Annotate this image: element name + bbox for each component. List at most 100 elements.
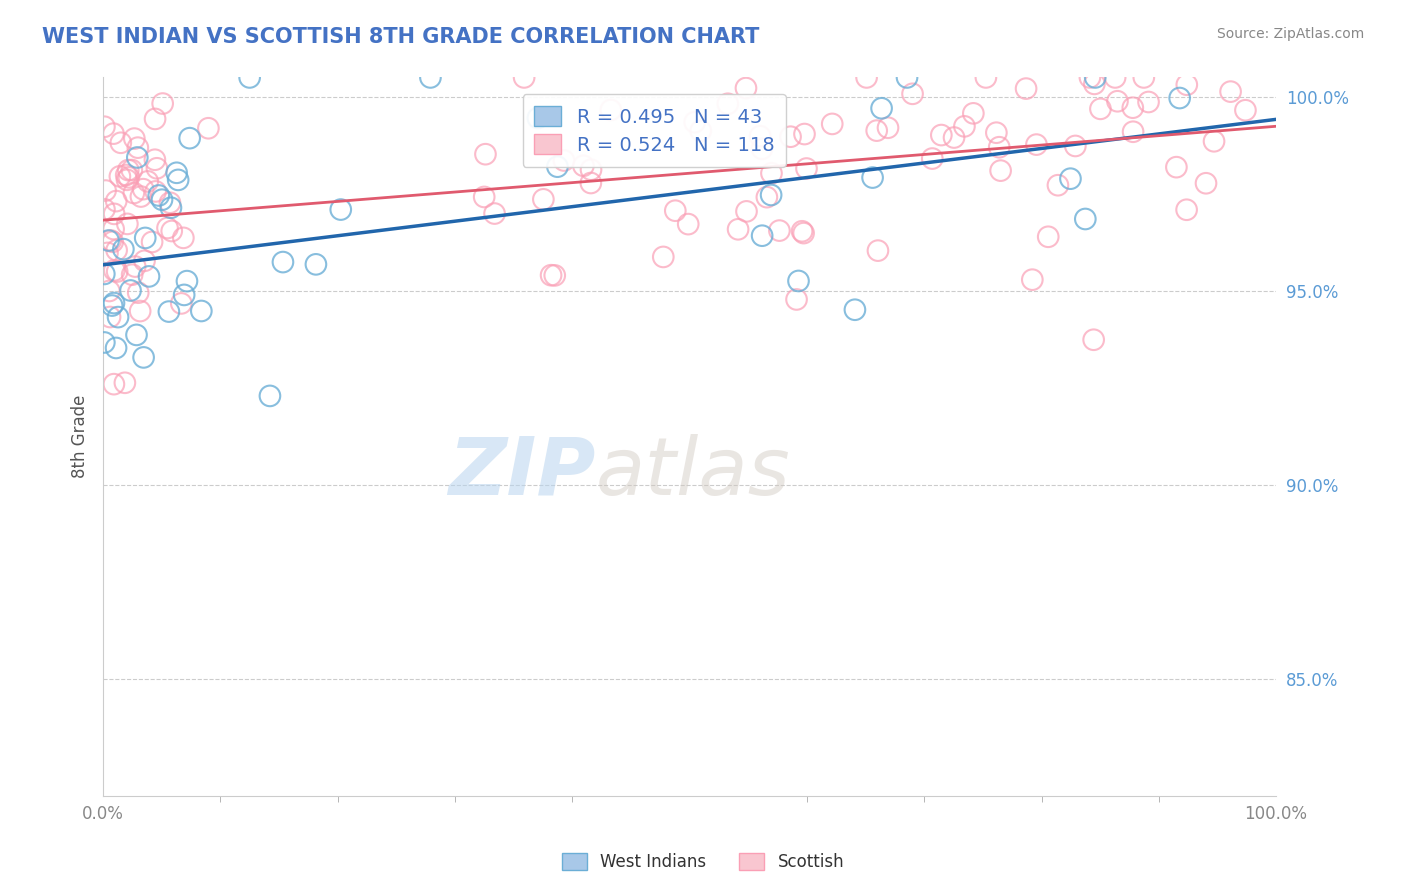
Point	[103, 127, 125, 141]
Point	[1025, 137, 1047, 152]
Point	[901, 87, 924, 101]
Point	[120, 284, 142, 298]
Point	[419, 70, 441, 85]
Point	[124, 260, 146, 274]
Point	[173, 288, 195, 302]
Point	[103, 296, 125, 310]
Point	[931, 128, 953, 142]
Point	[1021, 273, 1043, 287]
Point	[1122, 101, 1144, 115]
Point	[735, 204, 758, 219]
Point	[786, 293, 808, 307]
Point	[751, 228, 773, 243]
Point	[1083, 333, 1105, 347]
Point	[121, 268, 143, 282]
Point	[105, 341, 128, 355]
Point	[103, 207, 125, 221]
Point	[862, 170, 884, 185]
Point	[790, 224, 813, 238]
Point	[329, 202, 352, 217]
Point	[1038, 229, 1060, 244]
Point	[540, 268, 562, 283]
Point	[93, 120, 115, 134]
Point	[101, 299, 124, 313]
Point	[474, 147, 496, 161]
Point	[117, 217, 139, 231]
Point	[160, 224, 183, 238]
Point	[146, 161, 169, 176]
Point	[118, 170, 141, 185]
Point	[127, 151, 149, 165]
Point	[755, 190, 778, 204]
Point	[166, 166, 188, 180]
Point	[98, 284, 121, 298]
Point	[132, 351, 155, 365]
Point	[986, 126, 1008, 140]
Text: WEST INDIAN VS SCOTTISH 8TH GRADE CORRELATION CHART: WEST INDIAN VS SCOTTISH 8TH GRADE CORREL…	[42, 27, 759, 46]
Point	[259, 389, 281, 403]
Point	[664, 203, 686, 218]
Point	[759, 188, 782, 202]
Point	[768, 224, 790, 238]
Point	[1046, 178, 1069, 193]
Point	[990, 163, 1012, 178]
Point	[1133, 70, 1156, 85]
Point	[122, 186, 145, 200]
Point	[190, 304, 212, 318]
Point	[96, 246, 118, 260]
Point	[866, 123, 889, 137]
Point	[787, 274, 810, 288]
Point	[844, 302, 866, 317]
Point	[115, 173, 138, 187]
Point	[156, 221, 179, 235]
Point	[143, 112, 166, 126]
Point	[527, 111, 550, 125]
Point	[1219, 85, 1241, 99]
Point	[1137, 95, 1160, 109]
Point	[197, 121, 219, 136]
Point	[115, 168, 138, 182]
Point	[150, 193, 173, 207]
Point	[1166, 160, 1188, 174]
Point	[652, 250, 675, 264]
Point	[148, 188, 170, 202]
Point	[513, 70, 536, 85]
Point	[953, 120, 976, 134]
Point	[129, 304, 152, 318]
Point	[134, 231, 156, 245]
Point	[896, 70, 918, 85]
Point	[866, 244, 889, 258]
Point	[599, 103, 621, 117]
Point	[271, 255, 294, 269]
Point	[103, 377, 125, 392]
Point	[727, 222, 749, 236]
Point	[484, 206, 506, 220]
Point	[579, 176, 602, 190]
Point	[531, 192, 554, 206]
Point	[1059, 171, 1081, 186]
Point	[1175, 202, 1198, 217]
Point	[97, 234, 120, 248]
Point	[93, 267, 115, 281]
Point	[1074, 212, 1097, 227]
Point	[793, 226, 815, 240]
Point	[121, 163, 143, 178]
Point	[167, 173, 190, 187]
Point	[553, 153, 575, 168]
Text: Source: ZipAtlas.com: Source: ZipAtlas.com	[1216, 27, 1364, 41]
Point	[105, 194, 128, 208]
Point	[1202, 134, 1225, 148]
Point	[94, 184, 117, 198]
Point	[735, 81, 758, 95]
Point	[793, 127, 815, 141]
Point	[143, 153, 166, 167]
Point	[870, 101, 893, 115]
Point	[749, 129, 772, 144]
Point	[93, 335, 115, 350]
Point	[683, 115, 706, 129]
Point	[160, 201, 183, 215]
Point	[145, 185, 167, 199]
Point	[472, 190, 495, 204]
Point	[127, 141, 149, 155]
Point	[988, 140, 1011, 154]
